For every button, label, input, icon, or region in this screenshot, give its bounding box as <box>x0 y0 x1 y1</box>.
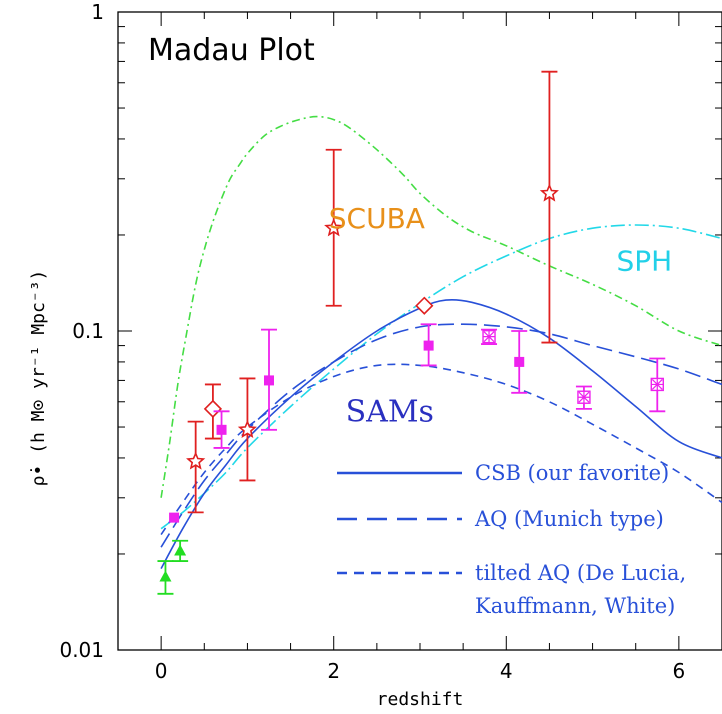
boxstar-cross <box>483 330 496 343</box>
triangle-marker <box>159 570 172 582</box>
y-tick-label: 1 <box>91 0 104 24</box>
axis-ticks: 0 2 4 6 0.01 0.1 1 <box>59 0 722 683</box>
x-tick-label: 2 <box>327 659 340 683</box>
legend: CSB (our favorite) AQ (Munich type) tilted… <box>337 461 686 618</box>
legend-label-3-line-1: tilted AQ (De Lucia, <box>475 561 686 585</box>
tilted-aq-curve <box>160 363 722 536</box>
star-marker <box>186 451 206 470</box>
y-tick-label: 0.01 <box>59 638 104 662</box>
data-points <box>157 70 666 595</box>
scuba-annotation: SCUBA <box>329 202 425 235</box>
sph-annotation: SPH <box>616 244 672 277</box>
x-tick-label: 6 <box>672 659 685 683</box>
square-marker <box>216 424 227 435</box>
chart-title: Madau Plot <box>148 33 315 68</box>
scuba-curve <box>160 115 722 498</box>
star-marker <box>237 419 257 439</box>
plot-frame <box>117 11 722 651</box>
boxstar-cross <box>577 391 590 404</box>
square-marker <box>264 375 274 386</box>
legend-label-2: AQ (Munich type) <box>474 507 664 531</box>
triangle-marker <box>174 544 187 556</box>
legend-label-3-line-2: Kauffmann, White) <box>475 594 675 618</box>
x-axis-label: redshift <box>377 689 464 710</box>
y-tick-label: 0.1 <box>72 319 104 343</box>
diamond-marker <box>203 399 223 419</box>
square-marker <box>514 356 525 367</box>
y-axis-label: ρ̇• (h M⊙ yr⁻¹ Mpc⁻³) <box>28 270 49 487</box>
series-lines <box>160 115 722 569</box>
aq-curve <box>160 323 722 548</box>
x-tick-label: 0 <box>155 659 168 683</box>
square-marker <box>169 512 180 523</box>
square-marker <box>423 340 434 351</box>
diamond-marker <box>415 296 434 315</box>
plot-border <box>117 11 722 651</box>
boxstar-cross <box>651 378 664 391</box>
legend-label-1: CSB (our favorite) <box>475 461 669 485</box>
annotations: SCUBA SPH SAMs <box>329 202 672 429</box>
sams-annotation: SAMs <box>346 395 434 430</box>
star-marker <box>539 183 559 202</box>
star-marker <box>324 218 344 237</box>
x-tick-label: 4 <box>500 659 513 683</box>
